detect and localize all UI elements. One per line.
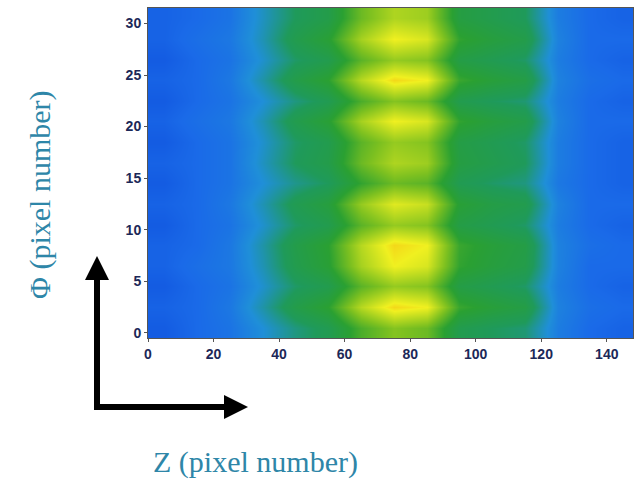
svg-text:Φ (pixel number): Φ (pixel number) <box>23 90 57 299</box>
svg-text:25: 25 <box>126 67 142 83</box>
svg-text:0: 0 <box>133 325 141 341</box>
svg-text:30: 30 <box>126 15 142 31</box>
svg-text:100: 100 <box>464 346 488 362</box>
svg-text:120: 120 <box>530 346 554 362</box>
svg-text:0: 0 <box>144 346 152 362</box>
svg-text:10: 10 <box>126 222 142 238</box>
svg-text:15: 15 <box>126 170 142 186</box>
svg-text:140: 140 <box>595 346 619 362</box>
svg-text:60: 60 <box>337 346 353 362</box>
svg-text:5: 5 <box>133 273 141 289</box>
svg-text:40: 40 <box>271 346 287 362</box>
svg-text:Z (pixel number): Z (pixel number) <box>153 445 358 479</box>
svg-text:80: 80 <box>402 346 418 362</box>
svg-text:20: 20 <box>126 118 142 134</box>
svg-text:20: 20 <box>206 346 222 362</box>
